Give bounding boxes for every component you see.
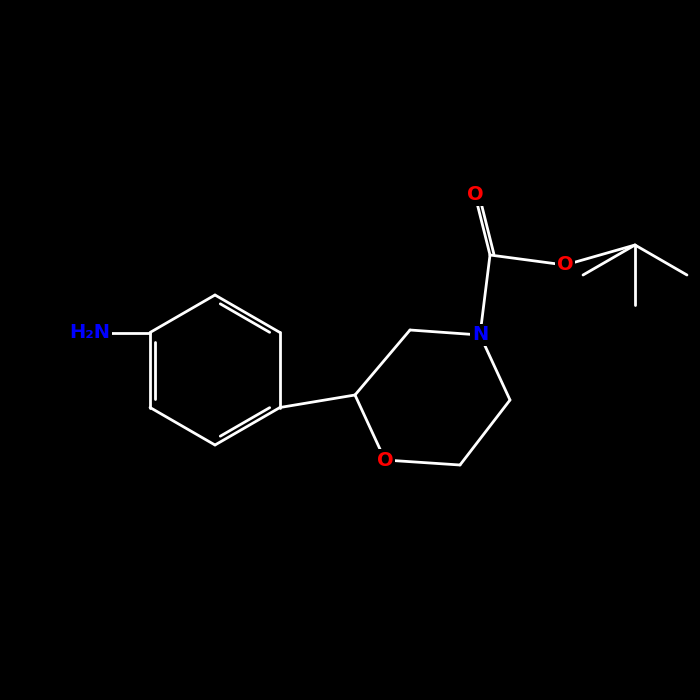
Text: O: O: [377, 451, 393, 470]
Text: H₂N: H₂N: [69, 323, 111, 342]
Text: O: O: [467, 186, 483, 204]
Text: O: O: [556, 256, 573, 274]
Text: N: N: [472, 326, 488, 344]
